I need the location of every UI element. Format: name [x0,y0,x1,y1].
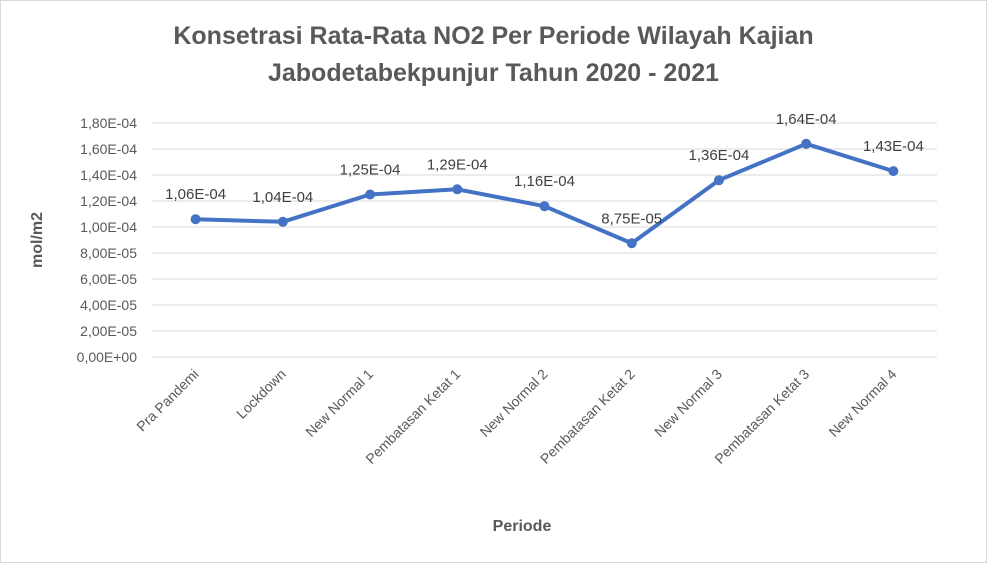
chart-title-line-2: Jabodetabekpunjur Tahun 2020 - 2021 [267,59,720,87]
data-label: 1,36E-04 [688,147,749,164]
gridlines [152,122,937,358]
data-labels: 1,06E-04 1,04E-04 1,25E-04 1,29E-04 1,16E-04… [165,111,924,227]
data-label: 1,16E-04 [514,173,575,190]
data-label: 1,25E-04 [340,162,401,179]
x-tick-label: New Normal 3 [651,366,725,440]
data-point [801,138,812,149]
data-point [277,216,288,227]
y-tick-label: 2,00E-05 [80,323,137,339]
data-label: 1,29E-04 [427,156,488,173]
data-point [888,166,899,177]
x-axis-title: Periode [493,518,552,535]
data-point [452,184,463,195]
data-point [365,189,376,200]
x-tick-label: Pembatasan Ketat 1 [362,366,463,467]
data-point [190,214,201,225]
x-tick-label: New Normal 4 [825,366,899,440]
x-tick-label: Pembatasan Ketat 3 [711,366,812,467]
y-axis-tick-labels: 0,00E+00 2,00E-05 4,00E-05 6,00E-05 8,00E-05… [77,115,138,365]
x-tick-label: Pembatasan Ketat 2 [537,366,638,467]
x-tick-label: New Normal 1 [302,366,376,440]
y-tick-label: 4,00E-05 [80,297,137,313]
data-point [626,238,637,249]
y-tick-label: 1,20E-04 [80,193,137,209]
x-tick-label: Lockdown [233,366,289,422]
data-label: 1,06E-04 [165,186,226,203]
y-tick-label: 1,60E-04 [80,141,137,157]
y-tick-label: 8,00E-05 [80,245,137,261]
series-markers [190,138,899,249]
y-axis-title: mol/m2 [29,212,46,268]
chart-title: Konsetrasi Rata-Rata NO2 Per Periode Wil… [0,18,987,92]
chart-title-line-1: Konsetrasi Rata-Rata NO2 Per Periode Wil… [173,22,814,50]
data-label: 8,75E-05 [601,210,662,227]
y-tick-label: 1,80E-04 [80,115,137,131]
y-tick-label: 6,00E-05 [80,271,137,287]
x-axis-category-labels: Pra Pandemi Lockdown New Normal 1Pembatasa… [133,366,899,467]
data-point [713,175,724,186]
data-point [539,201,550,212]
data-label: 1,04E-04 [252,189,313,206]
y-tick-label: 1,00E-04 [80,219,137,235]
y-tick-label: 1,40E-04 [80,167,137,183]
data-label: 1,43E-04 [863,138,924,155]
data-label: 1,64E-04 [776,111,837,128]
y-tick-label: 0,00E+00 [77,349,138,365]
x-tick-label: New Normal 2 [477,366,551,440]
x-tick-label: Pra Pandemi [133,366,202,435]
